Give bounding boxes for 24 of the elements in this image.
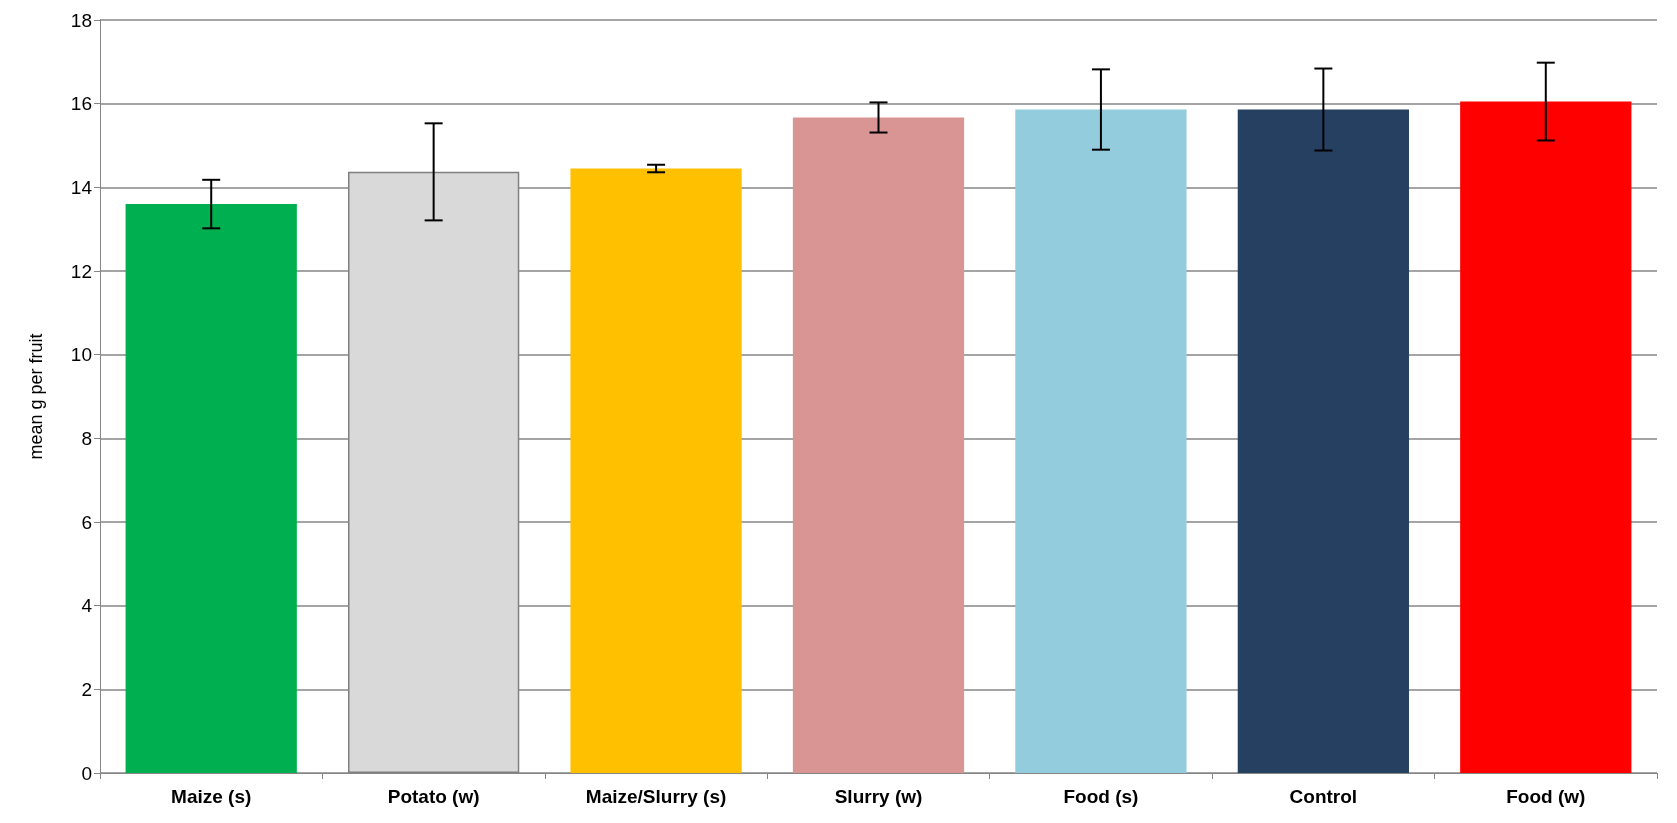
y-tick-label: 12	[70, 260, 92, 282]
bar	[570, 168, 742, 773]
x-tick-label: Maize/Slurry (s)	[585, 786, 727, 807]
y-tick-label: 10	[70, 344, 92, 366]
x-tick-label: Food (w)	[1506, 786, 1586, 807]
x-tick-label: Slurry (w)	[834, 786, 923, 807]
x-tick-label: Potato (w)	[387, 786, 480, 807]
x-tick-label: Food (s)	[1063, 786, 1139, 807]
y-axis-title: mean g per fruit	[26, 333, 46, 460]
bar	[1460, 101, 1632, 773]
bar	[125, 204, 297, 773]
y-tick-label: 18	[70, 9, 92, 31]
y-tick-label: 6	[81, 511, 92, 533]
y-tick-label: 0	[81, 762, 92, 784]
bar	[792, 117, 965, 773]
y-tick-label: 2	[81, 678, 92, 700]
y-tick-label: 16	[70, 93, 92, 115]
y-tick-label: 14	[70, 176, 93, 198]
y-tick-label: 8	[81, 427, 92, 449]
bar	[1015, 109, 1187, 773]
x-tick-label: Control	[1289, 786, 1358, 807]
y-tick-label: 4	[81, 595, 93, 617]
x-tick-label: Maize (s)	[171, 786, 252, 807]
bar	[1237, 109, 1409, 773]
